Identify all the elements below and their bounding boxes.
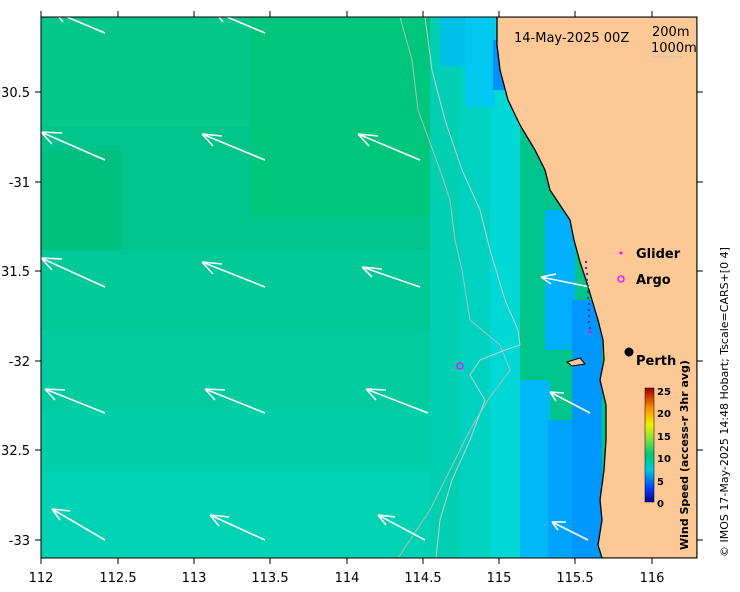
svg-text:20: 20	[657, 409, 671, 420]
svg-text:112.5: 112.5	[99, 571, 136, 586]
svg-text:115: 115	[487, 571, 512, 586]
svg-text:116: 116	[640, 571, 665, 586]
glider-track	[584, 260, 592, 334]
y-tick-labels: 30.5 -31 31.5 -32 32.5 -33	[1, 86, 30, 549]
contour-legend-1000m: 1000m	[651, 41, 697, 56]
svg-text:-32: -32	[9, 355, 30, 370]
svg-text:113.5: 113.5	[251, 571, 288, 586]
svg-text:5: 5	[657, 477, 664, 488]
city-label: Perth	[636, 354, 676, 369]
date-title: 14-May-2025 00Z	[514, 31, 629, 46]
x-axis	[40, 11, 653, 564]
glider-legend-label: Glider	[636, 247, 681, 262]
svg-text:31.5: 31.5	[1, 265, 30, 280]
svg-text:113: 113	[182, 571, 207, 586]
y-axis	[35, 91, 703, 541]
svg-text:-31: -31	[9, 176, 30, 191]
svg-text:25: 25	[657, 387, 671, 398]
argo-legend-icon	[617, 275, 625, 283]
colorbar-ticks: 25 20 15 10 5 0	[657, 387, 671, 510]
wind-arrows	[41, 17, 591, 541]
svg-text:15: 15	[657, 432, 671, 443]
credit-label: © IMOS 17-May-2025 14:48 Hobart; Tscale=…	[718, 247, 731, 557]
colorbar-label: Wind Speed (access-r 3hr avg)	[678, 360, 691, 550]
x-tick-labels: 112 112.5 113 113.5 114 114.5 115 115.5 …	[29, 571, 665, 586]
svg-text:112: 112	[29, 571, 54, 586]
svg-text:10: 10	[657, 454, 671, 465]
colorbar	[644, 387, 655, 503]
plot-area: Perth Glider Argo 14-May-2025 00Z 200m 1…	[41, 17, 697, 558]
perth-marker	[624, 347, 634, 357]
svg-text:114: 114	[335, 571, 360, 586]
argo-legend-label: Argo	[636, 273, 671, 288]
svg-text:-33: -33	[9, 534, 30, 549]
argo-marker	[456, 362, 464, 370]
glider-legend-icon	[619, 251, 623, 255]
contour-legend-200m: 200m	[652, 25, 689, 40]
svg-text:115.5: 115.5	[556, 571, 593, 586]
svg-text:0: 0	[657, 499, 664, 510]
svg-text:32.5: 32.5	[1, 444, 30, 459]
svg-text:30.5: 30.5	[1, 86, 30, 101]
svg-text:114.5: 114.5	[404, 571, 441, 586]
